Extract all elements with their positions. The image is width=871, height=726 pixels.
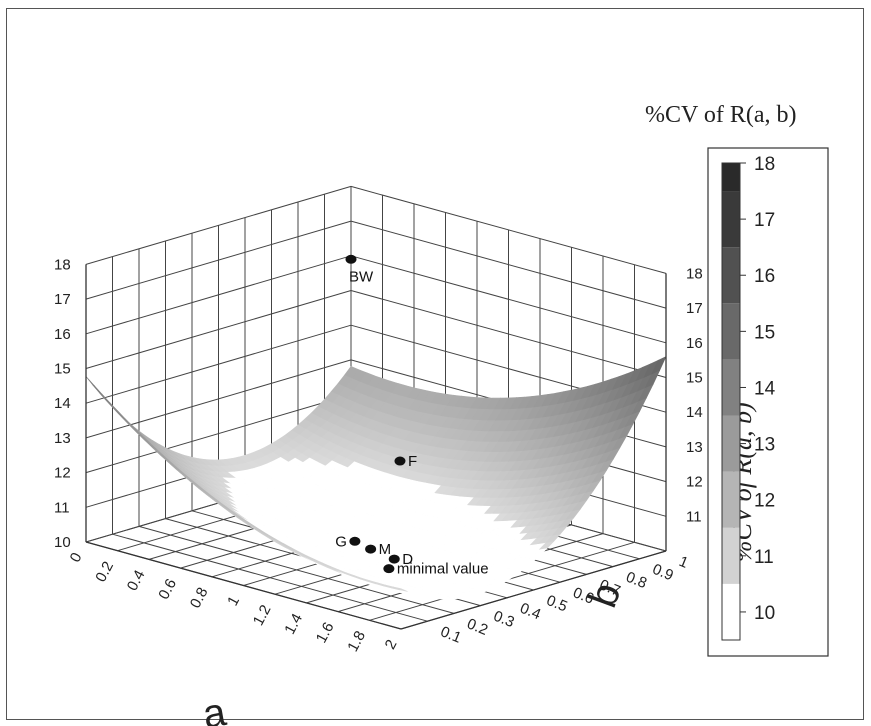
colorbar-swatch [722, 583, 740, 640]
grid-line [138, 525, 455, 614]
point-marker [388, 554, 400, 564]
colorbar-tick-label: 12 [754, 491, 775, 512]
colorbar-swatch [722, 303, 740, 360]
a-tick-label: 1 [224, 593, 243, 608]
grid-line [112, 533, 428, 622]
z-tick-label-right: 17 [686, 300, 703, 317]
b-tick-label: 0.6 [571, 584, 597, 608]
colorbar-tick-label: 10 [754, 603, 775, 624]
z-tick-label-left: 10 [54, 534, 71, 551]
colorbar-tick-label: 13 [754, 435, 775, 456]
grid-line [85, 324, 352, 404]
z-tick-label-right: 15 [686, 370, 703, 387]
z-tick-label-right: 11 [686, 508, 702, 525]
z-tick-label-right: 16 [686, 335, 703, 352]
a-tick-label: 1.4 [281, 611, 306, 637]
point-label: M [379, 541, 392, 558]
a-axis-label: a [200, 690, 230, 726]
z-tick-label-left: 13 [54, 430, 71, 447]
colorbar-swatch [722, 527, 740, 584]
colorbar-tick-label: 14 [754, 378, 776, 399]
point-label: G [335, 533, 347, 550]
point-label: D [402, 551, 413, 568]
z-tick-label-left: 17 [54, 291, 71, 308]
surface-patch [392, 586, 408, 592]
z-tick-label-right: 13 [686, 439, 703, 456]
colorbar-tick-label: 18 [754, 154, 775, 175]
colorbar-swatch [722, 471, 740, 528]
z-tick-label-left: 11 [54, 499, 70, 516]
point-label: BW [349, 268, 374, 285]
surface [85, 355, 667, 600]
z-tick-label-left: 16 [54, 326, 71, 343]
colorbar-swatch [722, 163, 740, 192]
grid-line [350, 255, 667, 344]
axis-edge [85, 541, 402, 630]
grid-line [85, 220, 352, 300]
colorbar-swatch [722, 191, 740, 248]
point-marker [365, 544, 377, 554]
b-tick-label: 0.1 [438, 623, 464, 647]
b-tick-label: 1 [677, 553, 691, 572]
b-tick-label: 0.4 [518, 600, 544, 624]
a-tick-label: 1.6 [313, 619, 338, 645]
a-tick-label: 0.6 [155, 576, 180, 602]
a-tick-label: 0.8 [187, 585, 212, 611]
z-tick-label-left: 18 [54, 256, 71, 273]
b-tick-label: 0.5 [544, 592, 570, 616]
colorbar-tick-label: 15 [754, 322, 775, 343]
grid-line [350, 220, 667, 309]
colorbar-swatch [722, 415, 740, 472]
a-tick-label: 0.4 [124, 567, 149, 593]
colorbar-swatch [722, 247, 740, 304]
grid-line [350, 185, 667, 274]
a-tick-label: 2 [382, 637, 401, 652]
b-tick-label: 0.2 [465, 615, 491, 639]
z-tick-label-left: 14 [54, 395, 71, 412]
b-tick-label: 0.9 [650, 561, 676, 585]
z-tick-label-left: 12 [54, 465, 71, 482]
b-tick-label: 0.7 [597, 576, 623, 600]
grid-line [85, 290, 352, 369]
point-marker [383, 564, 395, 574]
a-tick-label: 1.2 [250, 602, 275, 628]
grid-line [85, 394, 352, 474]
b-tick-label: 0.8 [624, 569, 650, 593]
colorbar-frame [707, 147, 829, 657]
z-tick-label-right: 14 [686, 404, 703, 421]
axis-edge [400, 550, 667, 630]
point-label: F [408, 453, 417, 470]
colorbar-title: %CV of R(a, b) [645, 102, 797, 128]
colorbar-swatch [722, 359, 740, 416]
point-marker [345, 254, 357, 264]
colorbar-tick-label: 16 [754, 266, 775, 287]
point-label: minimal value [397, 561, 489, 578]
point-marker [349, 536, 361, 546]
grid-line [85, 255, 352, 335]
colorbar-tick-label: 11 [754, 547, 774, 568]
grid-line [350, 290, 667, 378]
z-tick-label-left: 15 [54, 361, 71, 378]
colorbar: %CV of R(a, b) 10 11 12 13 14 15 16 17 18 [645, 102, 829, 657]
grid-line [85, 185, 352, 265]
colorbar-border [721, 162, 741, 641]
b-tick-label: 0.3 [491, 608, 517, 632]
a-tick-label: 0 [67, 550, 86, 565]
z-tick-label-right: 12 [686, 474, 703, 491]
z-tick-label-right: 18 [686, 265, 703, 282]
colorbar-tick-label: 17 [754, 210, 775, 231]
a-tick-label: 1.8 [344, 628, 369, 654]
a-tick-label: 0.2 [92, 559, 117, 585]
point-marker [394, 456, 406, 466]
